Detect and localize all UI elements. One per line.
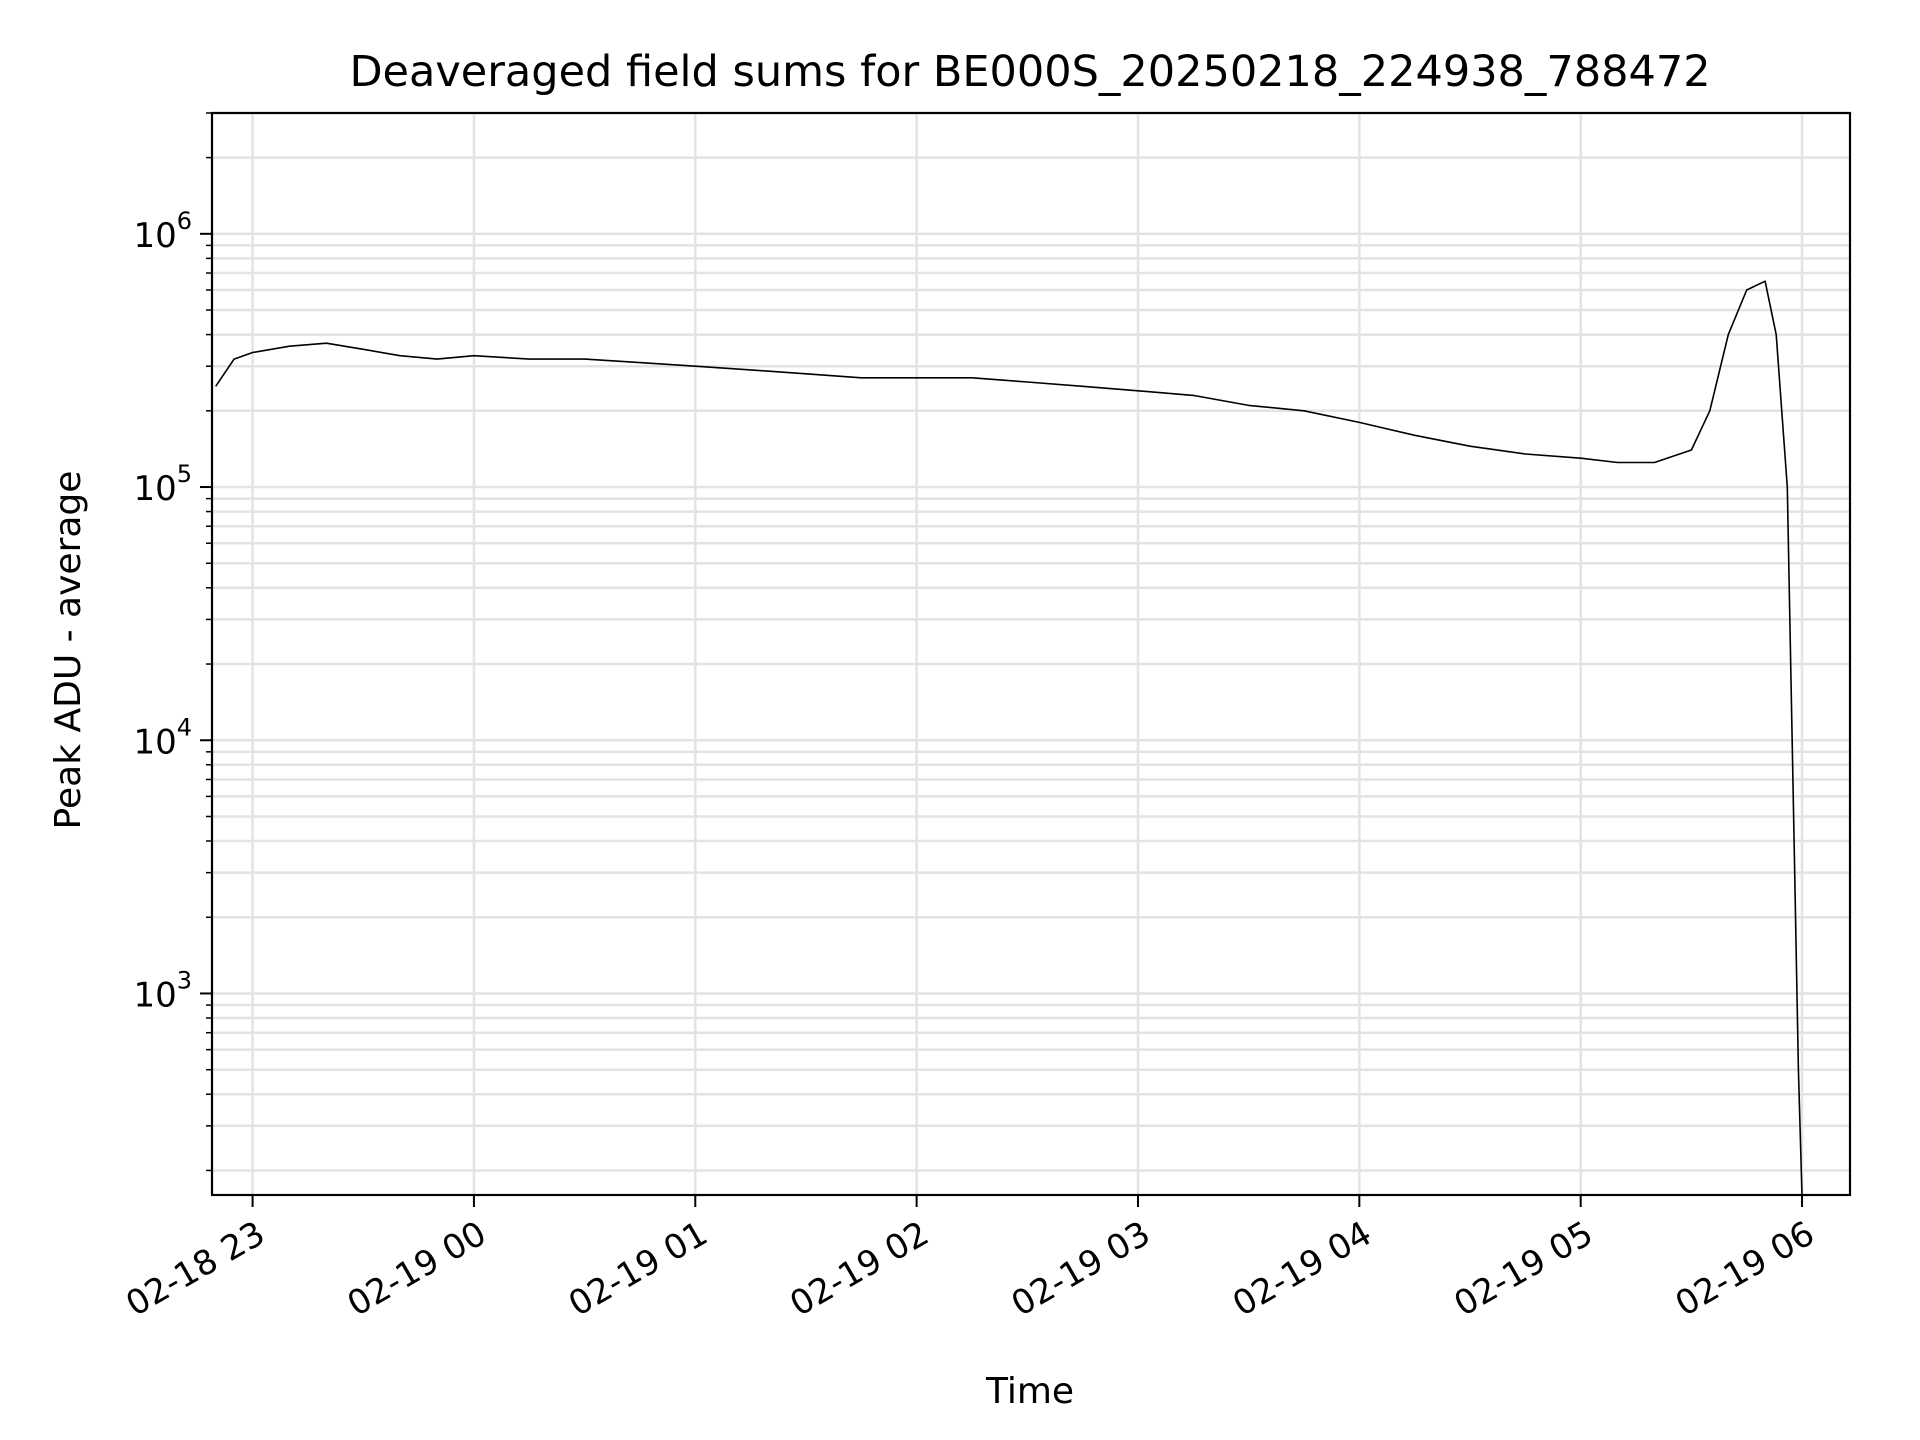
- data-layer: [215, 280, 1803, 1196]
- y-tick-label: 105: [133, 460, 192, 509]
- y-tick-label: 106: [133, 207, 192, 256]
- x-tick-label: 02-19 00: [341, 1214, 493, 1325]
- y-tick-label: 104: [133, 713, 192, 762]
- x-tick-label: 02-19 06: [1669, 1214, 1821, 1325]
- x-tick-label: 02-18 23: [119, 1214, 271, 1325]
- y-tick-label: 103: [133, 966, 192, 1015]
- x-tick-label: 02-19 02: [783, 1214, 935, 1325]
- x-axis-label: Time: [985, 1371, 1074, 1412]
- x-tick-label: 02-19 01: [562, 1214, 714, 1325]
- grid: [212, 111, 1850, 1195]
- x-tick-label: 02-19 03: [1005, 1214, 1157, 1325]
- x-tick-label: 02-19 05: [1447, 1214, 1599, 1325]
- series-line-0: [215, 280, 1803, 1196]
- x-tick-label: 02-19 04: [1226, 1214, 1378, 1325]
- chart-title: Deaveraged field sums for BE000S_2025021…: [349, 47, 1710, 97]
- y-axis-label: Peak ADU - average: [48, 471, 89, 830]
- plot-frame: [210, 111, 1852, 1197]
- axes: 02-18 23 02-19 00 02-19 01 02-19 02 02-19 03…: [119, 111, 1852, 1325]
